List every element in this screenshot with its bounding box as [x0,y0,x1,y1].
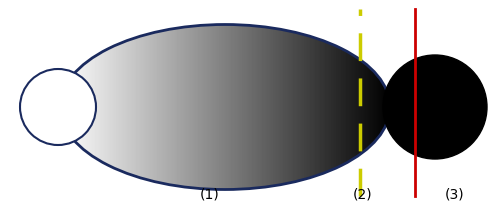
Text: (1): (1) [200,187,220,201]
Text: (3): (3) [445,187,465,201]
Text: (2): (2) [353,187,373,201]
Circle shape [20,69,96,145]
Circle shape [383,55,487,159]
